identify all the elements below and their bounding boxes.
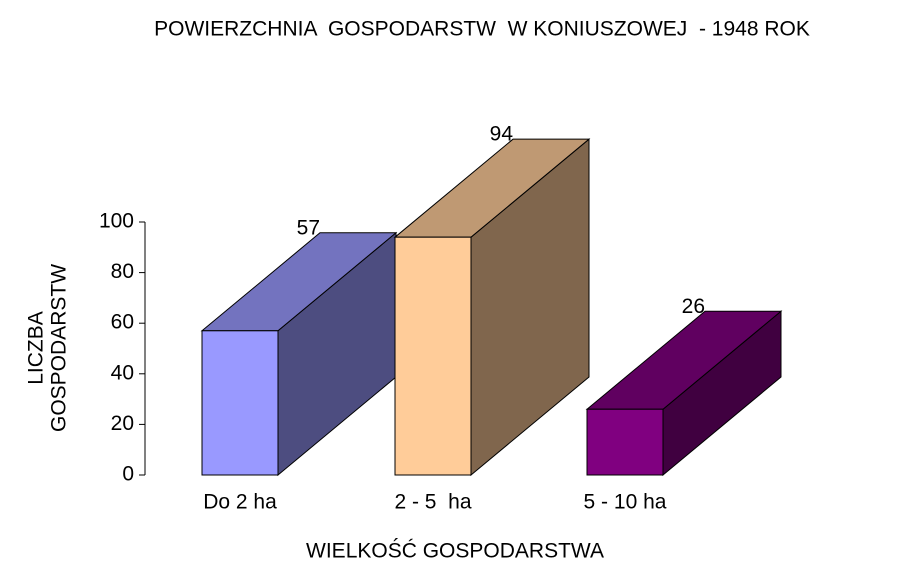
y-tick-label: 20 xyxy=(111,412,134,435)
chart-title: POWIERZCHNIA GOSPODARSTW W KONIUSZOWEJ -… xyxy=(154,18,810,41)
y-axis-label: LICZBA xyxy=(25,311,48,385)
y-tick-label: 40 xyxy=(111,361,134,384)
y-tick-label: 100 xyxy=(99,210,134,233)
y-tick-label: 0 xyxy=(122,463,134,486)
bar xyxy=(394,236,472,476)
x-axis-label: WIELKOŚĆ GOSPODARSTWA xyxy=(306,539,604,563)
x-tick-label: 5 - 10 ha xyxy=(584,491,667,514)
bar xyxy=(201,330,279,476)
x-tick-label: Do 2 ha xyxy=(203,491,277,514)
y-tick-label: 60 xyxy=(111,311,134,334)
value-label: 26 xyxy=(682,295,705,318)
value-label: 57 xyxy=(297,216,320,239)
y-tick-label: 80 xyxy=(111,260,134,283)
value-label: 94 xyxy=(490,123,514,146)
x-tick-label: 2 - 5 ha xyxy=(394,491,471,514)
bar xyxy=(586,408,664,476)
y-axis-label: GOSPODARSTW xyxy=(48,264,71,432)
